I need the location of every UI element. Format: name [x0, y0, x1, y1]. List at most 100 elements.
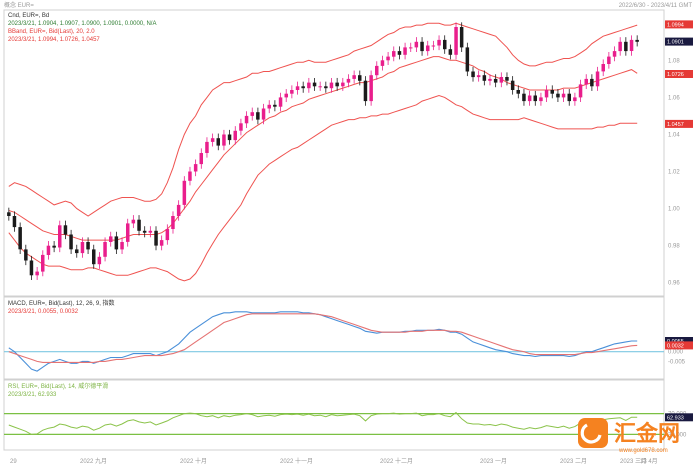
candle — [29, 255, 34, 280]
candle-body — [307, 82, 311, 89]
candle-body — [301, 86, 305, 89]
candle — [148, 226, 153, 238]
candle-body — [624, 41, 628, 52]
x-tick-label: 2022 十一月 — [280, 457, 313, 465]
candle-body — [256, 112, 260, 120]
candle-body — [114, 236, 119, 250]
candle-body — [137, 219, 141, 231]
candle — [324, 81, 328, 93]
candle-body — [556, 93, 560, 98]
candle-body — [318, 86, 322, 88]
candle-body — [595, 71, 600, 87]
value-tag: 1.0457 — [665, 119, 693, 128]
value-tag-bg — [665, 413, 693, 422]
macd-series-1 — [8, 313, 638, 363]
candle-body — [312, 82, 317, 87]
candle-body — [210, 138, 215, 142]
x-tick-label: 2022 十二月 — [380, 457, 413, 465]
candle-body — [527, 95, 532, 102]
candle — [550, 85, 554, 99]
candle — [75, 244, 79, 258]
candle-body — [392, 51, 396, 57]
candle-body — [63, 225, 68, 235]
candle-body — [414, 41, 419, 48]
candle — [239, 118, 243, 136]
x-tick-label: 2022 十月 — [180, 457, 207, 465]
candle-body — [239, 123, 243, 131]
candle — [142, 226, 147, 238]
candle-body — [601, 64, 605, 72]
x-tick-label: 29 — [10, 459, 17, 465]
rsi-title: RSI, EUR=, Bid(Last), 14, 威尔德平滑 — [8, 382, 108, 390]
candle-body — [567, 93, 571, 102]
y-tick-label: 1.04 — [668, 133, 680, 139]
candle-body — [397, 51, 402, 55]
candle — [386, 51, 390, 65]
price-panel-frame — [3, 9, 665, 297]
candle-body — [97, 256, 102, 265]
value-tag-bg — [665, 119, 693, 128]
candle-body — [120, 242, 124, 250]
candle — [527, 90, 532, 106]
macd-legend-0: 2023/3/21, 0.0055, 0.0032 — [8, 309, 79, 315]
candle-body — [126, 223, 130, 242]
candle — [210, 133, 215, 147]
candle — [80, 237, 85, 258]
candle-body — [165, 229, 170, 241]
candle — [165, 224, 170, 245]
candle — [448, 44, 453, 60]
candle — [312, 77, 317, 91]
candle — [58, 220, 62, 253]
value-tag-text: 1.0901 — [667, 40, 684, 46]
candle-body — [324, 86, 328, 89]
candle — [301, 81, 305, 93]
candle — [86, 237, 90, 255]
candle — [131, 215, 136, 229]
candle-body — [544, 90, 549, 98]
candle — [578, 79, 583, 103]
price-legend-1: BBand, EUR=, Bid(Last), 20, 2.0 — [8, 29, 95, 35]
candle — [7, 207, 11, 221]
candle-body — [431, 45, 436, 47]
candle-body — [278, 97, 283, 107]
candle — [629, 35, 634, 56]
x-tick-label: 2023 二月 — [560, 458, 587, 465]
value-tag: 1.0901 — [665, 37, 693, 46]
candle-body — [584, 78, 588, 85]
candle — [92, 244, 96, 269]
candle — [443, 35, 447, 54]
candle-body — [493, 78, 498, 83]
candle — [227, 129, 232, 145]
candle-body — [476, 75, 481, 78]
candle-body — [363, 80, 368, 102]
candle-body — [612, 51, 617, 57]
candle — [612, 46, 617, 62]
candle-body — [386, 56, 390, 61]
candle — [295, 81, 300, 95]
candle — [544, 85, 549, 103]
candle — [290, 85, 294, 99]
candle — [375, 61, 379, 80]
candle-body — [58, 225, 62, 248]
value-tag-bg — [665, 37, 693, 46]
candle — [556, 89, 560, 103]
candle — [346, 74, 351, 88]
header-date-range: 2022/6/30 - 2023/4/11 GMT — [619, 3, 693, 9]
watermark-brand: 汇金网 — [614, 421, 680, 446]
candle-body — [46, 245, 51, 255]
value-tag-bg — [665, 70, 693, 78]
candle-body — [273, 104, 277, 107]
x-tick-label: 2023 一月 — [480, 458, 507, 465]
y-tick-label: 0.000 — [668, 350, 684, 356]
candle — [63, 220, 68, 240]
candle — [510, 76, 515, 95]
candle — [426, 40, 430, 56]
candle — [499, 72, 504, 88]
candle — [126, 218, 130, 247]
candle — [539, 92, 543, 106]
candle-body — [369, 75, 373, 102]
candle-body — [261, 108, 266, 120]
candle-body — [109, 236, 113, 242]
